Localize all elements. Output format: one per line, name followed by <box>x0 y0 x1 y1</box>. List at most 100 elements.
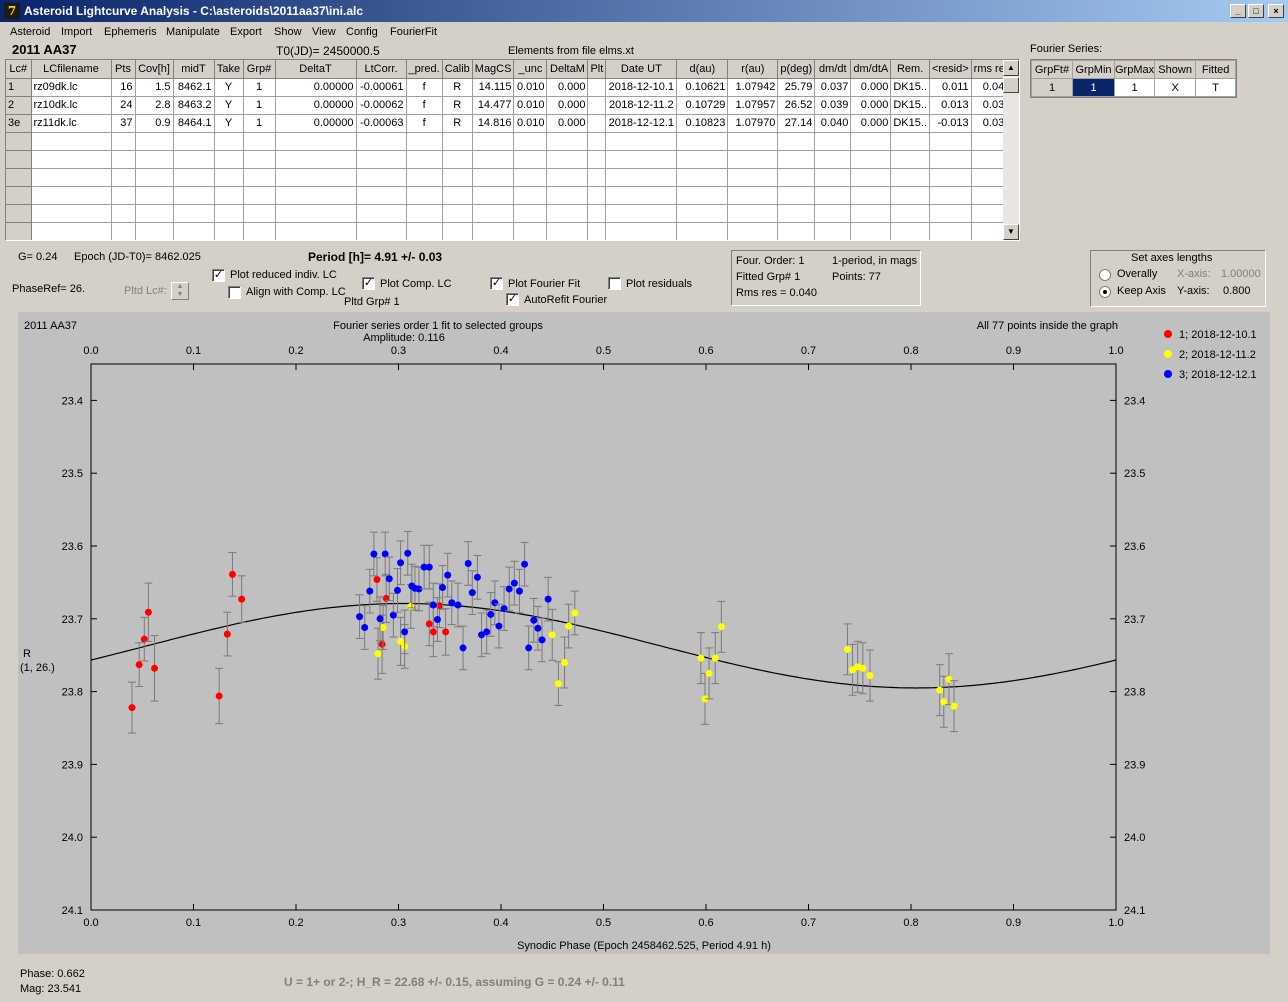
table-cell[interactable] <box>727 132 779 151</box>
fourier-column-header[interactable]: GrpMax <box>1113 60 1156 79</box>
table-cell[interactable]: 0.010 <box>513 78 548 97</box>
data-point[interactable] <box>473 573 481 581</box>
table-cell[interactable] <box>214 186 244 205</box>
row-header[interactable]: 3e <box>6 114 32 133</box>
scroll-up-icon[interactable]: ▲ <box>1003 60 1019 76</box>
column-header[interactable]: Date UT <box>605 60 678 79</box>
row-header[interactable] <box>6 150 32 169</box>
table-cell[interactable]: 14.816 <box>472 114 515 133</box>
table-cell[interactable]: f <box>406 96 443 115</box>
table-cell[interactable]: 37 <box>111 114 136 133</box>
column-header[interactable]: Grp# <box>243 60 276 79</box>
table-cell[interactable] <box>513 132 548 151</box>
table-cell[interactable] <box>472 222 515 240</box>
table-cell[interactable] <box>605 132 678 151</box>
table-cell[interactable] <box>472 150 515 169</box>
table-cell[interactable]: R <box>442 78 473 97</box>
x-axis-value[interactable]: 1.00000 <box>1221 268 1261 280</box>
data-point[interactable] <box>356 613 364 621</box>
table-cell[interactable]: 0.10621 <box>676 78 729 97</box>
row-header[interactable] <box>6 168 32 187</box>
table-cell[interactable]: 14.477 <box>472 96 515 115</box>
fourier-cell[interactable]: T <box>1195 78 1237 97</box>
table-cell[interactable] <box>275 186 357 205</box>
table-cell[interactable] <box>243 132 276 151</box>
data-point[interactable] <box>370 550 378 558</box>
table-cell[interactable] <box>777 150 816 169</box>
table-cell[interactable] <box>173 186 215 205</box>
table-cell[interactable]: 0.00000 <box>275 114 357 133</box>
column-header[interactable]: d(au) <box>676 60 729 79</box>
table-cell[interactable]: Y <box>214 96 244 115</box>
table-cell[interactable] <box>111 204 136 223</box>
table-cell[interactable] <box>406 222 443 240</box>
table-cell[interactable] <box>587 78 607 97</box>
table-cell[interactable] <box>850 222 892 240</box>
menu-show[interactable]: Show <box>274 26 302 38</box>
table-cell[interactable] <box>814 222 852 240</box>
data-point[interactable] <box>495 622 503 630</box>
table-cell[interactable] <box>214 222 244 240</box>
table-cell[interactable] <box>173 222 215 240</box>
table-cell[interactable] <box>605 168 678 187</box>
table-cell[interactable] <box>243 150 276 169</box>
table-cell[interactable] <box>356 186 407 205</box>
data-point[interactable] <box>554 680 562 688</box>
table-cell[interactable]: 0.000 <box>850 96 892 115</box>
table-cell[interactable] <box>275 222 357 240</box>
table-cell[interactable] <box>814 132 852 151</box>
table-cell[interactable] <box>31 222 112 240</box>
column-header[interactable]: Pts <box>111 60 136 79</box>
table-cell[interactable]: 25.79 <box>777 78 816 97</box>
fourier-cell[interactable]: 1 <box>1072 78 1115 97</box>
table-cell[interactable] <box>676 132 729 151</box>
row-header[interactable] <box>6 186 32 205</box>
data-point[interactable] <box>544 595 552 603</box>
table-cell[interactable] <box>135 150 174 169</box>
data-point[interactable] <box>425 563 433 571</box>
table-cell[interactable] <box>356 150 407 169</box>
column-header[interactable]: LCfilename <box>31 60 112 79</box>
empty-row[interactable] <box>6 222 1014 240</box>
table-cell[interactable]: 2018-12-12.1 <box>605 114 678 133</box>
empty-row[interactable] <box>6 150 1014 169</box>
table-cell[interactable] <box>243 168 276 187</box>
table-cell[interactable]: f <box>406 78 443 97</box>
table-cell[interactable]: 0.010 <box>513 96 548 115</box>
data-point[interactable] <box>487 610 495 618</box>
data-point[interactable] <box>373 575 381 583</box>
table-cell[interactable] <box>850 204 892 223</box>
table-cell[interactable] <box>929 222 972 240</box>
table-cell[interactable] <box>676 222 729 240</box>
table-cell[interactable] <box>605 150 678 169</box>
table-cell[interactable] <box>929 150 972 169</box>
data-point[interactable] <box>940 698 948 706</box>
table-cell[interactable] <box>546 222 589 240</box>
table-cell[interactable]: 26.52 <box>777 96 816 115</box>
table-cell[interactable] <box>173 132 215 151</box>
data-point[interactable] <box>565 622 573 630</box>
table-cell[interactable] <box>929 168 972 187</box>
table-cell[interactable]: 1.5 <box>135 78 174 97</box>
data-point[interactable] <box>128 704 136 712</box>
data-point[interactable] <box>538 636 546 644</box>
table-cell[interactable] <box>850 150 892 169</box>
table-cell[interactable] <box>275 132 357 151</box>
table-cell[interactable] <box>472 132 515 151</box>
data-point[interactable] <box>135 661 143 669</box>
table-cell[interactable] <box>850 168 892 187</box>
table-cell[interactable] <box>587 204 607 223</box>
column-header[interactable]: <resid> <box>929 60 972 79</box>
column-header[interactable]: Rem. <box>890 60 930 79</box>
table-cell[interactable] <box>275 150 357 169</box>
data-point[interactable] <box>491 599 499 607</box>
plot-reduced-checkbox[interactable]: ✓ <box>212 269 225 282</box>
table-cell[interactable] <box>513 168 548 187</box>
table-cell[interactable] <box>31 150 112 169</box>
table-cell[interactable] <box>275 204 357 223</box>
y-axis-value[interactable]: 0.800 <box>1223 285 1251 297</box>
table-cell[interactable] <box>173 168 215 187</box>
table-cell[interactable] <box>850 186 892 205</box>
table-cell[interactable]: 8464.1 <box>173 114 215 133</box>
fourier-column-header[interactable]: GrpMin <box>1072 60 1115 79</box>
